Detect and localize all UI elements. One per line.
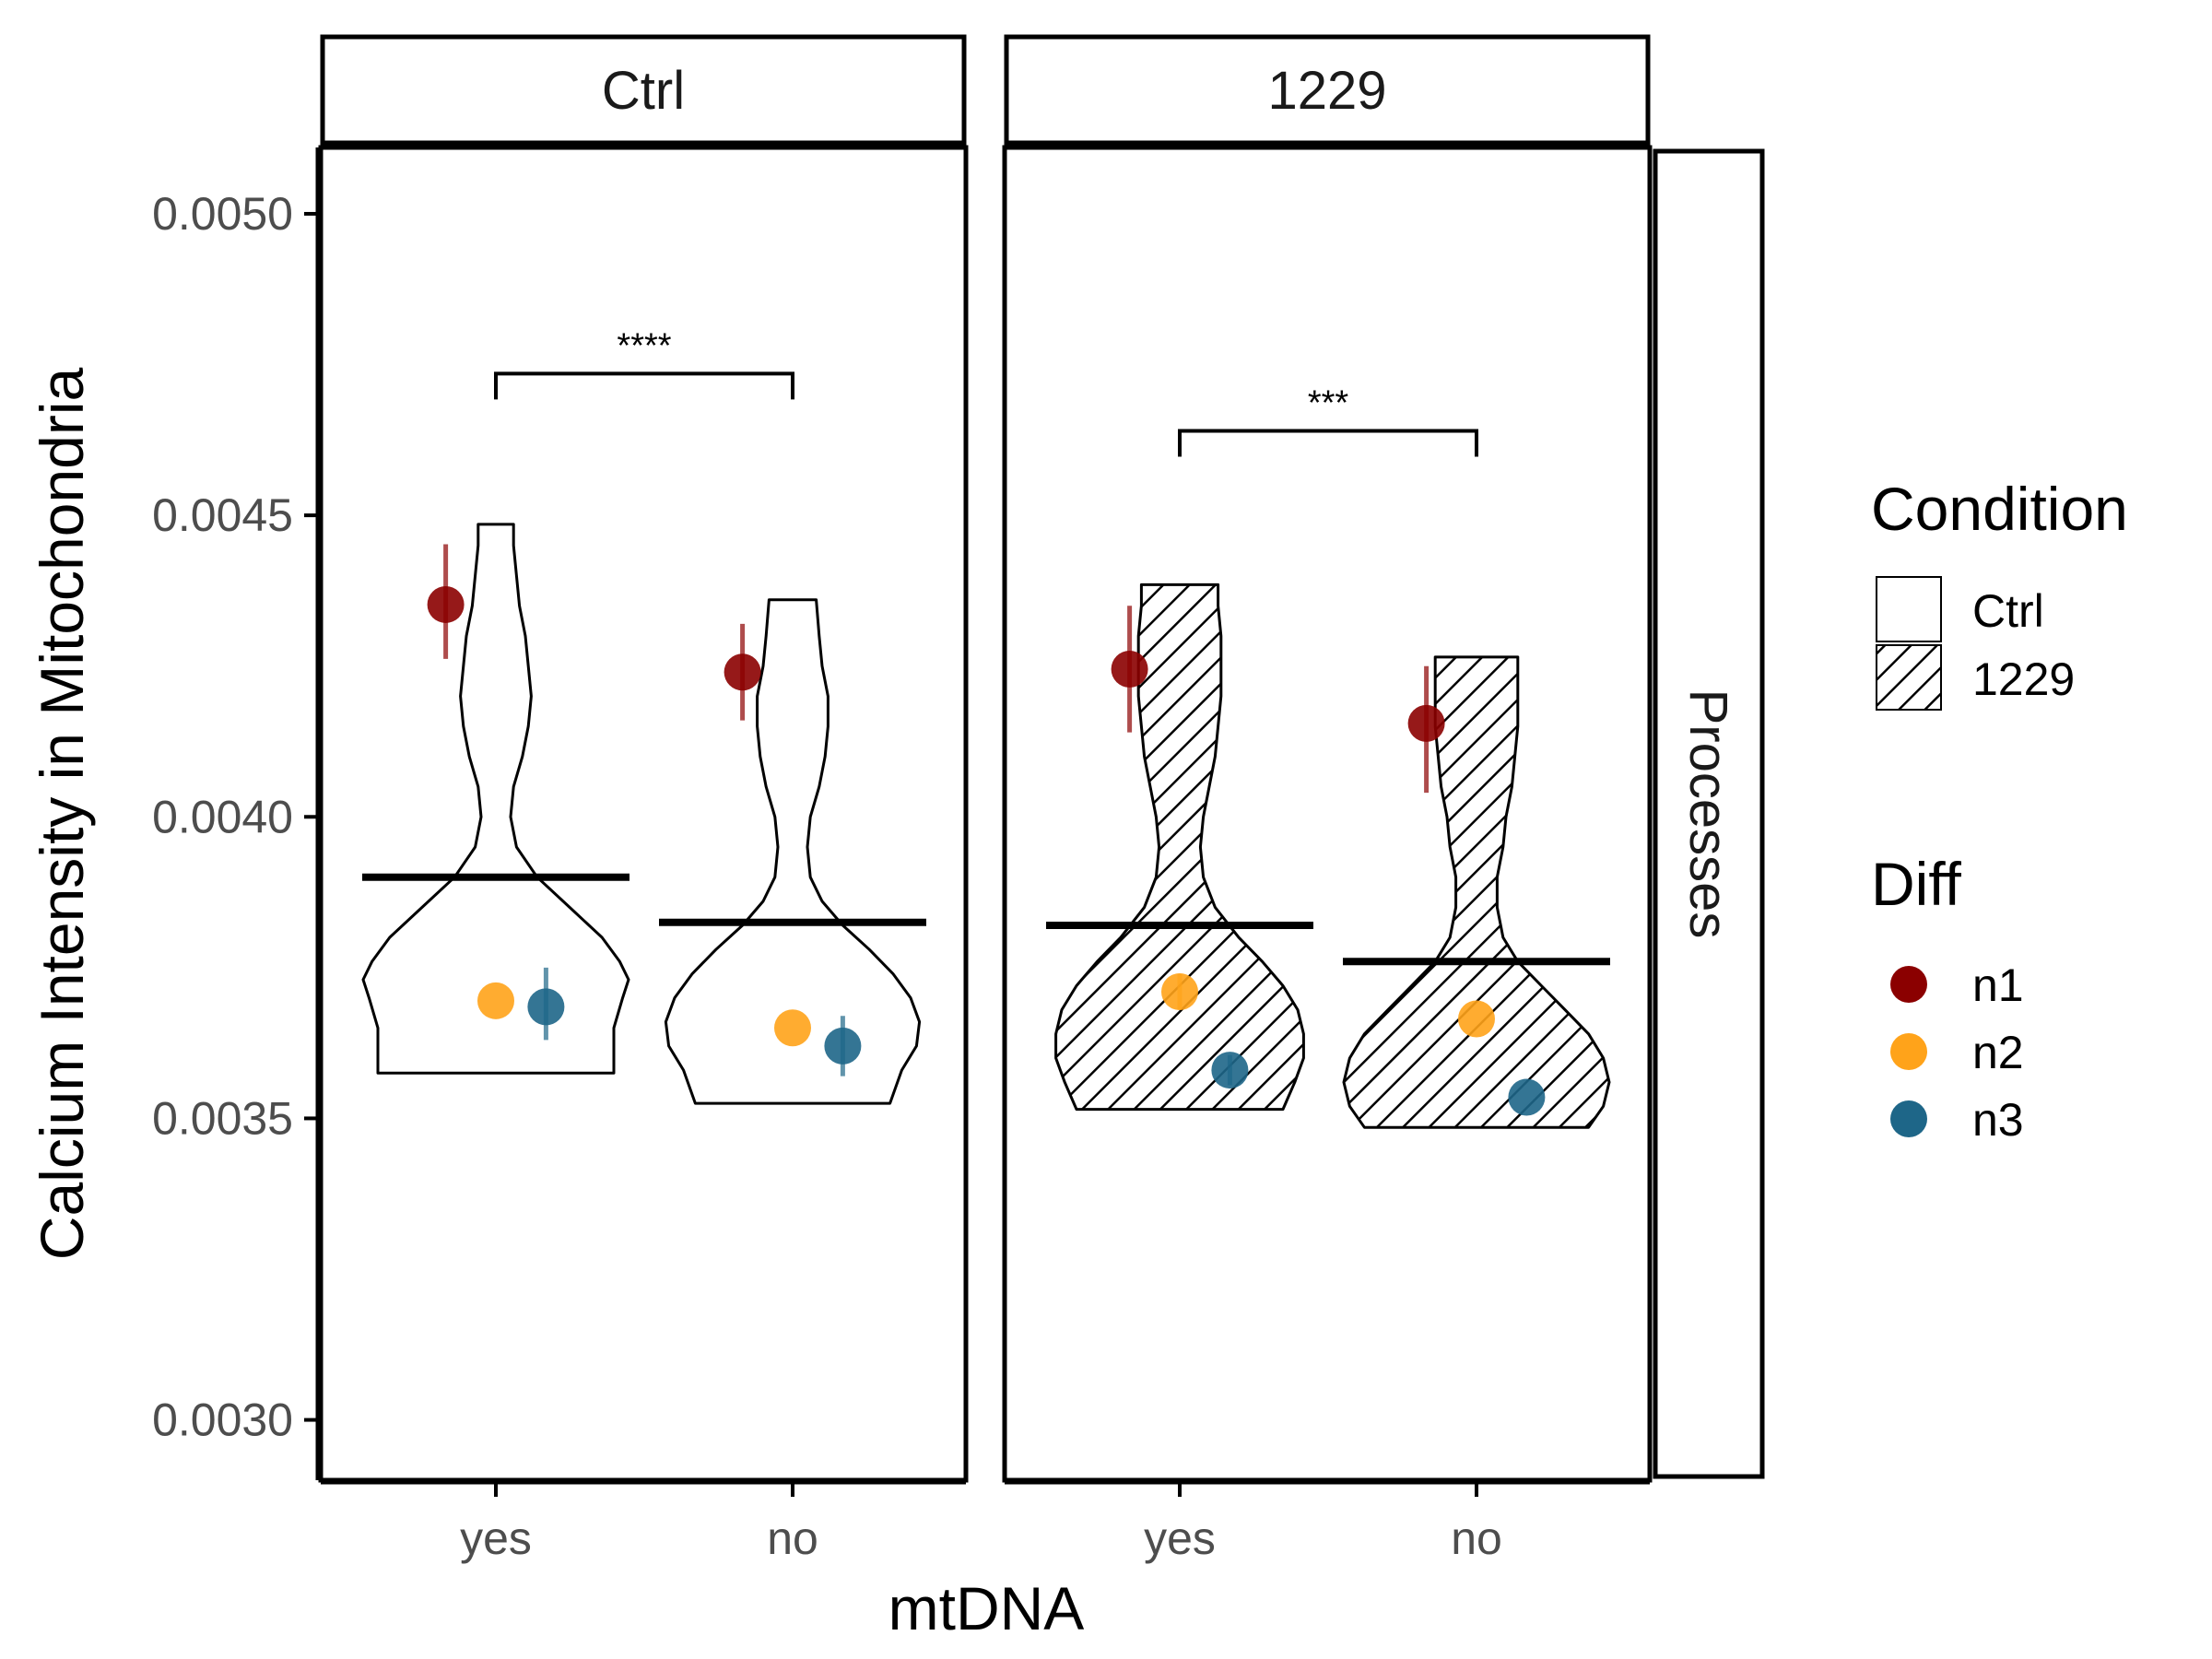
point-n3 bbox=[1211, 1052, 1248, 1088]
point-n1 bbox=[724, 653, 761, 690]
legend-title-diff: Diff bbox=[1871, 850, 1961, 918]
legend-key-ctrl bbox=[1877, 577, 1941, 641]
legend-label-ctrl: Ctrl bbox=[1972, 585, 2044, 637]
significance-label: *** bbox=[1308, 384, 1349, 423]
x-tick-label: yes bbox=[460, 1512, 532, 1564]
point-n3 bbox=[824, 1028, 861, 1065]
legend-label-n2: n2 bbox=[1972, 1027, 2024, 1078]
panel-border-1229 bbox=[1005, 147, 1650, 1480]
point-n2 bbox=[477, 982, 514, 1019]
legend-label-n1: n1 bbox=[1972, 959, 2024, 1011]
x-axis: yes no yes no bbox=[321, 1482, 1650, 1564]
point-n3 bbox=[527, 988, 564, 1025]
violin-layer bbox=[363, 524, 1609, 1127]
violin-1229-yes bbox=[1056, 584, 1304, 1109]
y-tick-label: 0.0045 bbox=[152, 489, 293, 541]
y-tick-label: 0.0040 bbox=[152, 791, 293, 842]
point-n1 bbox=[428, 586, 465, 623]
legend-label-1229: 1229 bbox=[1972, 653, 2075, 705]
point-n2 bbox=[1458, 1000, 1495, 1037]
violin-1229-no bbox=[1344, 657, 1609, 1127]
legend-label-n3: n3 bbox=[1972, 1094, 2024, 1146]
strip-label-ctrl: Ctrl bbox=[602, 61, 685, 121]
significance-bracket bbox=[1180, 431, 1477, 457]
point-n1 bbox=[1408, 705, 1445, 742]
x-tick-label: yes bbox=[1144, 1512, 1216, 1564]
legend-key-n3 bbox=[1890, 1100, 1927, 1137]
legend: Condition Ctrl 1229 Diff n1 n2 n3 bbox=[1871, 475, 2128, 1146]
x-tick-label: no bbox=[1451, 1512, 1502, 1564]
strip-label-1229: 1229 bbox=[1267, 61, 1386, 121]
point-n1 bbox=[1112, 651, 1148, 688]
legend-key-n1 bbox=[1890, 966, 1927, 1003]
significance-bracket bbox=[496, 373, 793, 399]
legend-title-condition: Condition bbox=[1871, 475, 2128, 543]
legend-key-n2 bbox=[1890, 1033, 1927, 1070]
y-axis: 0.0030 0.0035 0.0040 0.0045 0.0050 bbox=[152, 147, 318, 1480]
significance-label: **** bbox=[617, 326, 671, 365]
legend-key-1229 bbox=[1877, 645, 1941, 710]
y-axis-title: Calcium Intensity in Mitochondria bbox=[28, 368, 96, 1261]
point-n3 bbox=[1508, 1079, 1545, 1116]
strip-label-processes: Processes bbox=[1678, 689, 1738, 939]
x-tick-label: no bbox=[767, 1512, 818, 1564]
point-n2 bbox=[774, 1009, 811, 1046]
significance-layer: ******* bbox=[496, 326, 1477, 456]
y-tick-label: 0.0035 bbox=[152, 1092, 293, 1144]
point-n2 bbox=[1161, 973, 1198, 1010]
y-tick-label: 0.0030 bbox=[152, 1394, 293, 1446]
x-axis-title: mtDNA bbox=[888, 1574, 1085, 1642]
y-tick-label: 0.0050 bbox=[152, 188, 293, 240]
